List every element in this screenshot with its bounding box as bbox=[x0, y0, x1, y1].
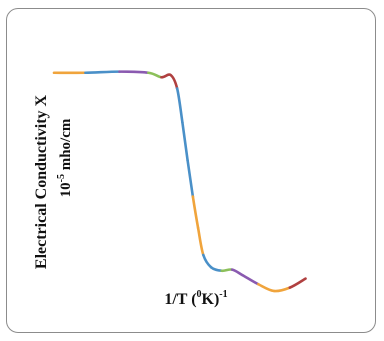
curve-segment bbox=[84, 70, 121, 75]
curve-segment bbox=[202, 253, 213, 269]
curve-segment bbox=[288, 277, 307, 289]
x-label-sup1: 0 bbox=[197, 289, 202, 300]
curve-segment bbox=[241, 273, 260, 286]
curve-segment bbox=[181, 120, 189, 162]
curve-segment bbox=[272, 286, 292, 293]
x-label-mid: K) bbox=[202, 291, 220, 308]
chart-frame bbox=[6, 8, 376, 333]
x-label-sup2: -1 bbox=[219, 289, 227, 300]
curve-segment bbox=[160, 73, 172, 79]
y-axis-label-line1: Electrical Conductivity X bbox=[33, 94, 50, 269]
curve-segment bbox=[118, 70, 150, 75]
x-label-prefix: 1/T ( bbox=[164, 291, 196, 308]
curve-segment bbox=[257, 282, 276, 293]
x-axis-label: 1/T (0K)-1 bbox=[164, 289, 227, 308]
curve-segment bbox=[196, 226, 205, 257]
conductivity-curve bbox=[52, 70, 307, 293]
curve-segment bbox=[191, 195, 200, 230]
curve-segment bbox=[209, 266, 223, 273]
curve-segment bbox=[169, 73, 179, 90]
curve-segment bbox=[175, 87, 184, 124]
y-label-base: 10 bbox=[58, 182, 74, 197]
y-label-exponent: -5 bbox=[56, 174, 67, 182]
curve-segment bbox=[220, 268, 234, 273]
curve-segment bbox=[230, 268, 244, 277]
y-axis-label-line2: 10-5 mho/cm bbox=[56, 118, 74, 197]
curve-segment bbox=[186, 159, 195, 198]
y-label-unit: mho/cm bbox=[58, 118, 74, 174]
curve-segment bbox=[147, 71, 163, 79]
